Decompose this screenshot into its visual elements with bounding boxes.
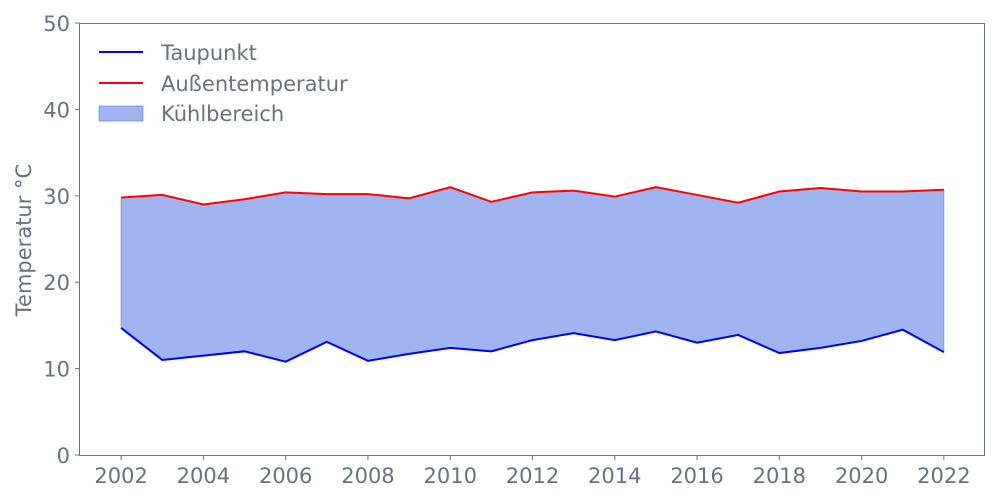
x-tick-label: 2016	[670, 464, 723, 488]
legend: Taupunkt Außentemperatur Kühlbereich	[98, 41, 348, 126]
x-tick-label: 2018	[753, 464, 806, 488]
x-tick-label: 2012	[506, 464, 559, 488]
y-tick-label: 40	[43, 98, 70, 122]
series-line-taupunkt	[120, 327, 945, 363]
x-tick-label: 2020	[835, 464, 888, 488]
y-axis-label: Temperatur °C	[12, 164, 36, 317]
y-tick-label: 50	[43, 12, 70, 36]
y-tick-label: 30	[43, 185, 70, 209]
legend-label-kuehlbereich: Kühlbereich	[161, 102, 284, 126]
x-tick-label: 2014	[588, 464, 641, 488]
x-tick-label: 2004	[177, 464, 230, 488]
legend-swatch-kuehlbereich	[98, 105, 144, 122]
legend-label-taupunkt: Taupunkt	[160, 41, 257, 65]
x-tick-label: 2008	[341, 464, 394, 488]
fill-area-kuehlbereich	[120, 186, 945, 363]
x-tick-label: 2022	[917, 464, 970, 488]
y-tick-label: 10	[43, 358, 70, 382]
y-tick-label: 0	[57, 444, 70, 468]
x-tick-label: 2002	[94, 464, 147, 488]
x-tick-label: 2010	[424, 464, 477, 488]
legend-label-aussentemperatur: Außentemperatur	[161, 72, 348, 96]
y-tick-label: 20	[43, 271, 70, 295]
series-line-aussentemperatur	[121, 186, 944, 206]
x-tick-label: 2006	[259, 464, 312, 488]
